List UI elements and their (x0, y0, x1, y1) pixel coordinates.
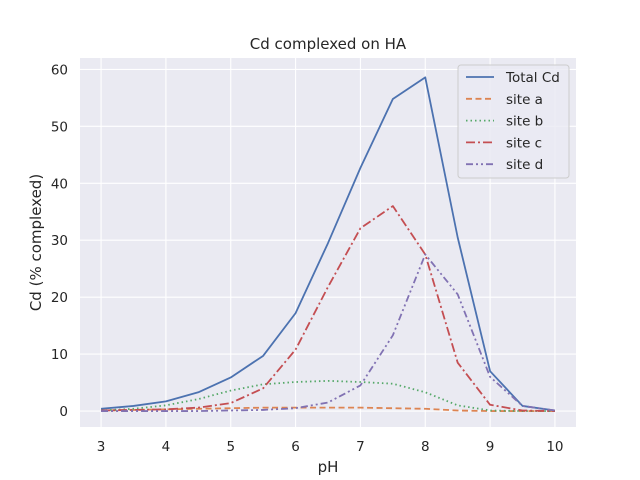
x-tick-label: 3 (97, 439, 106, 455)
legend: Total Cd site a site b site c site d (457, 64, 570, 179)
series-line-4 (101, 253, 556, 412)
legend-box (457, 64, 570, 179)
chart-title: Cd complexed on HA (250, 35, 407, 53)
legend-label: site c (506, 135, 542, 151)
legend-label: site d (506, 157, 543, 173)
x-tick-label: 8 (421, 439, 430, 455)
x-tick-label: 4 (162, 439, 171, 455)
x-tick-label: 10 (546, 439, 563, 455)
series-lines (100, 76, 556, 412)
series-line-2 (101, 379, 555, 412)
legend-label: Total Cd (505, 70, 560, 86)
y-axis-label: Cd (% complexed) (27, 174, 45, 311)
legend-label: site a (506, 92, 543, 108)
x-tick-label: 5 (226, 439, 235, 455)
x-tick-label: 9 (486, 439, 495, 455)
x-tick-label: 7 (356, 439, 365, 455)
legend-label: site b (506, 114, 543, 130)
y-tick-label: 50 (51, 119, 68, 135)
y-tick-label: 0 (59, 404, 68, 420)
y-tick-label: 10 (51, 347, 68, 363)
y-tick-label: 60 (51, 62, 68, 78)
x-axis-label: pH (318, 458, 339, 476)
y-tick-label: 30 (51, 233, 68, 249)
series-line-0 (100, 76, 556, 412)
y-tick-label: 20 (51, 290, 68, 306)
x-tick-label: 6 (291, 439, 300, 455)
y-tick-label: 40 (51, 176, 68, 192)
series-line-3 (101, 205, 555, 412)
ticks: 3 4 5 6 7 8 9 10 0 10 20 30 40 50 60 (51, 62, 564, 455)
